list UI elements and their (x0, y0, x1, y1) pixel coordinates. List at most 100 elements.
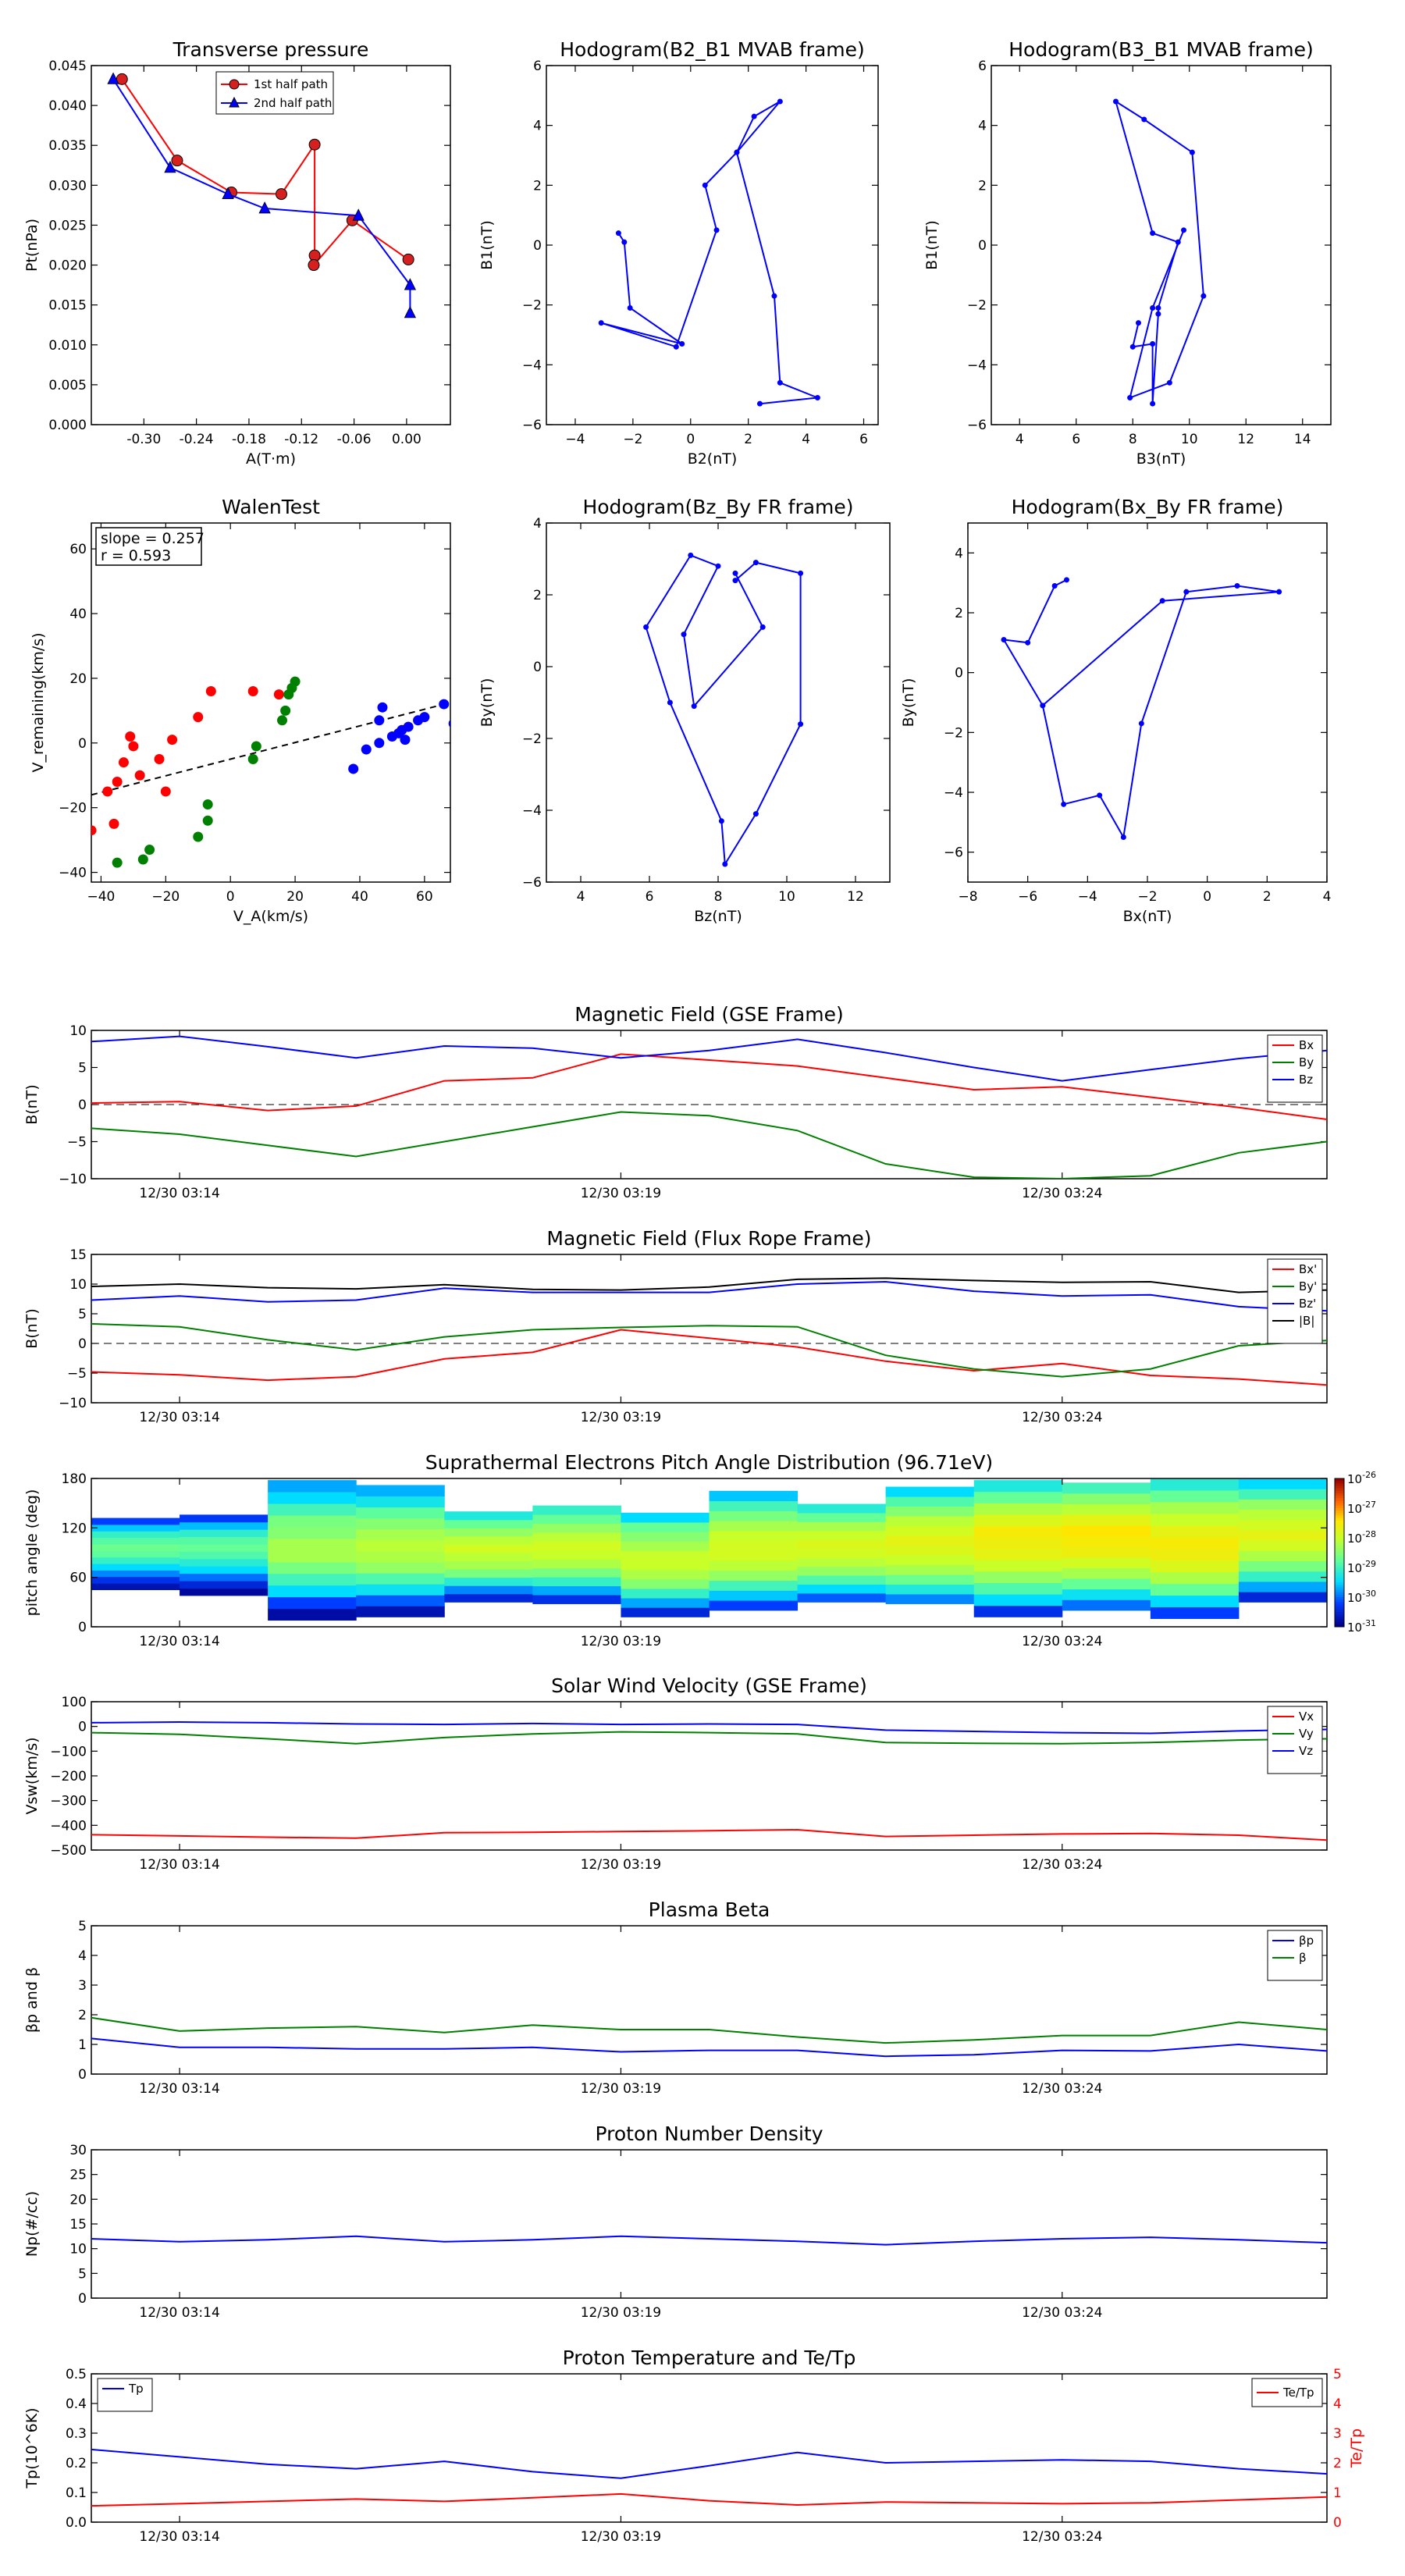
legend-label: β (1299, 1951, 1307, 1965)
data-point (112, 857, 123, 868)
colorbar-frame (1334, 1478, 1345, 1628)
x-tick-label: -0.18 (232, 432, 266, 447)
time-tick-label: 12/30 03:24 (1022, 1857, 1102, 1873)
y-tick-label: 4 (533, 119, 542, 134)
legend-label: Vz (1299, 1744, 1313, 1758)
heatmap-cell (709, 1510, 799, 1521)
heatmap-cell (180, 1536, 269, 1545)
y2-tick-label: 0 (1333, 2515, 1342, 2531)
heatmap-cell (973, 1491, 1063, 1503)
series-line (1114, 99, 1204, 404)
series-line (91, 1731, 1327, 1745)
data-point (732, 570, 738, 576)
x-tick-label: 6 (1072, 432, 1080, 447)
data-point (756, 400, 763, 407)
chart-beta: Plasma Beta 0 1 2 3 4 5 12/30 03:14 12/30 03:19 1… (23, 1898, 1328, 2097)
legend-marker (229, 96, 240, 108)
y-axis-label: Pt(nPa) (23, 219, 41, 272)
x-axis-label: Bz(nT) (694, 908, 742, 925)
heatmap-cell (1238, 1581, 1328, 1592)
y-tick-label: 4 (978, 119, 987, 134)
y-tick-label: 0 (78, 1336, 87, 1352)
y-tick-label: 5 (78, 2266, 87, 2282)
x-tick-label: 20 (286, 889, 304, 905)
heatmap-cell (1150, 1595, 1240, 1607)
colorbar-segment (1335, 1570, 1344, 1573)
colorbar-segment (1335, 1567, 1344, 1571)
legend-label: Vx (1299, 1710, 1314, 1724)
heatmap-cell (621, 1607, 710, 1617)
data-point (167, 735, 178, 745)
heatmap-cell (356, 1584, 445, 1596)
y-tick-label: 2 (978, 178, 987, 194)
data-point (193, 712, 204, 723)
colorbar-segment (1335, 1553, 1344, 1556)
data-point (361, 744, 372, 755)
heatmap-cell (91, 1557, 180, 1564)
y-tick-label: −5 (67, 1135, 87, 1151)
heatmap-cell (1150, 1571, 1240, 1585)
colorbar-label: 10-26 (1347, 1470, 1376, 1486)
y-tick-label: 0.3 (66, 2426, 87, 2442)
data-point (247, 685, 258, 696)
data-point (448, 719, 450, 728)
data-point (91, 825, 97, 836)
colorbar-segment (1335, 1532, 1344, 1536)
chart-title: Hodogram(Bx_By FR frame) (1012, 496, 1284, 518)
chart-title: Proton Number Density (596, 2122, 823, 2145)
heatmap-cell (797, 1539, 887, 1550)
data-point (171, 155, 183, 167)
colorbar-segment (1335, 1599, 1344, 1603)
heatmap-cell (797, 1503, 887, 1514)
heatmap-cell (356, 1539, 445, 1552)
plot-frame (546, 522, 891, 883)
chart-title: Hodogram(B2_B1 MVAB frame) (560, 38, 865, 61)
data-point (1061, 801, 1067, 807)
series-line (91, 2492, 1327, 2507)
heatmap-cell (1238, 1560, 1328, 1572)
colorbar-segment (1335, 1560, 1344, 1564)
heatmap-cell (973, 1605, 1063, 1617)
y-tick-label: 0.030 (48, 178, 87, 194)
data-point (643, 624, 649, 630)
data-point (751, 113, 757, 119)
colorbar-exponent: -26 (1362, 1470, 1376, 1480)
heatmap-cell (356, 1595, 445, 1606)
heatmap-cell (1238, 1519, 1328, 1531)
colorbar-segment (1335, 1562, 1344, 1566)
y-axis-label: βp and β (23, 1967, 41, 2033)
heatmap-cell (444, 1535, 533, 1545)
heatmap-cell (1238, 1571, 1328, 1582)
y-tick-label: −2 (967, 298, 987, 314)
data-point (1113, 98, 1119, 105)
time-tick-label: 12/30 03:24 (1022, 1410, 1102, 1425)
data-point (598, 320, 604, 326)
data-point (718, 818, 724, 824)
heatmap-cell (444, 1569, 533, 1578)
heatmap-cell (621, 1598, 710, 1608)
x-tick-label: 4 (577, 889, 585, 905)
legend-label: |B| (1299, 1314, 1314, 1328)
colorbar-segment (1335, 1574, 1344, 1578)
chart-transverse-pressure: Transverse pressure 0.000 0.005 0.010 0.015 0… (23, 38, 451, 468)
time-tick-label: 12/30 03:14 (139, 1186, 219, 1201)
data-point (308, 138, 321, 151)
heatmap-cell (885, 1554, 975, 1565)
colorbar-segment (1335, 1508, 1344, 1511)
chart-np: Proton Number Density 0 5 10 15 20 25 30 12/30 0… (23, 2122, 1328, 2321)
heatmap-cell (180, 1558, 269, 1567)
time-tick-label: 12/30 03:24 (1022, 2081, 1102, 2097)
heatmap-cell (268, 1480, 357, 1493)
heatmap-cell (532, 1505, 621, 1515)
colorbar-segment (1335, 1606, 1344, 1610)
heatmap-cell (444, 1519, 533, 1528)
data-point (112, 777, 123, 788)
y-tick-label: −10 (59, 1396, 87, 1411)
series-second-half (107, 72, 417, 318)
x-tick-label: -0.24 (180, 432, 214, 447)
chart-h2-hodogram: Hodogram(B3_B1 MVAB frame) −6 −4 −2 0 2 4 6 4 6 8 1… (923, 38, 1332, 468)
heatmap-cell (532, 1523, 621, 1533)
chart-h4-hodogram: Hodogram(Bx_By FR frame) −6 −4 −2 0 2 4 −8 −6 −4 −… (900, 496, 1331, 925)
data-point (247, 754, 258, 765)
y-axis-label: Np(#/cc) (23, 2191, 41, 2257)
